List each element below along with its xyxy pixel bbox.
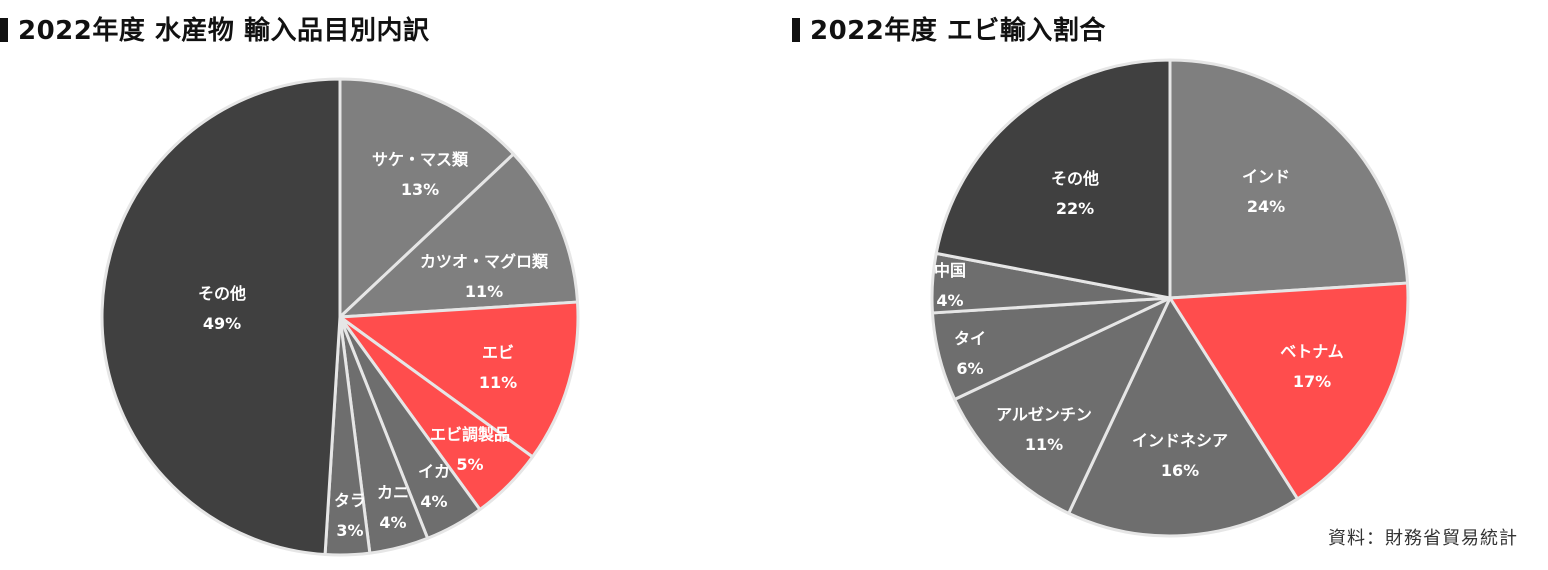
chart-title-text: 2022年度 エビ輸入割合 (810, 16, 1106, 46)
slice-label: その他 (1051, 169, 1099, 188)
pie-slice (1168, 281, 1410, 501)
slice-value-label: 17% (1293, 372, 1331, 391)
source-note: 資料：財務省貿易統計 (1328, 528, 1518, 549)
pie-slice (338, 152, 580, 319)
slice-label: アルゼンチン (996, 405, 1092, 424)
slice-label: ベトナム (1280, 342, 1344, 361)
slice-label: カツオ・マグロ類 (420, 252, 549, 271)
pie-slice (338, 77, 515, 319)
slice-value-label: 6% (956, 359, 983, 378)
slice-label: イカ (418, 462, 450, 481)
slice-value-label: 4% (379, 513, 406, 532)
chart-shrimp-import-share: 2022年度 エビ輸入割合 インド 24% ベトナム 17% インドネシア 16% アルゼン… (780, 0, 1548, 570)
slice-label: エビ調製品 (430, 425, 510, 444)
slice-value-label: 24% (1247, 197, 1285, 216)
pie-chart: サケ・マス類 13% カツオ・マグロ類 11% エビ 11% エビ調製品 5% イカ 4% カニ 4%… (100, 77, 580, 557)
pie-slice (338, 300, 580, 459)
slice-label: タラ (334, 491, 366, 510)
slice-label: サケ・マス類 (372, 150, 469, 169)
chart-title: 2022年度 エビ輸入割合 (792, 10, 1106, 47)
chart-title-text: 2022年度 水産物 輸入品目別内訳 (18, 16, 430, 46)
slice-value-label: 16% (1161, 461, 1199, 480)
slice-label: その他 (198, 284, 246, 303)
slice-label: インド (1242, 167, 1290, 186)
slice-value-label: 11% (479, 373, 517, 392)
slice-value-label: 22% (1056, 199, 1094, 218)
slice-value-label: 11% (465, 282, 503, 301)
pie-slice (1067, 296, 1300, 538)
pie-chart: インド 24% ベトナム 17% インドネシア 16% アルゼンチン 11% タイ 6% 中国 4% そ… (930, 58, 1410, 538)
slice-value-label: 4% (420, 492, 447, 511)
pie-slice (953, 296, 1172, 515)
pie-slice (934, 58, 1172, 300)
slice-label: インドネシア (1132, 431, 1228, 450)
chart-title: 2022年度 水産物 輸入品目別内訳 (0, 10, 429, 47)
chart-imports-by-item: 2022年度 水産物 輸入品目別内訳 サケ・マス類 13% カツオ・マグロ類 11% エ… (0, 0, 720, 570)
slice-value-label: 11% (1025, 435, 1063, 454)
slice-value-label: 5% (456, 455, 483, 474)
slice-value-label: 4% (936, 291, 963, 310)
pie-slice (100, 77, 342, 557)
slice-label: タイ (954, 329, 986, 348)
slice-label: 中国 (934, 261, 966, 280)
title-bar-mark (0, 18, 8, 42)
pie-slice (1168, 58, 1410, 300)
slice-value-label: 3% (336, 521, 363, 540)
slice-label: カニ (377, 483, 409, 502)
slice-value-label: 13% (401, 180, 439, 199)
slice-value-label: 49% (203, 314, 241, 333)
slice-label: エビ (482, 343, 514, 362)
title-bar-mark (792, 18, 800, 42)
